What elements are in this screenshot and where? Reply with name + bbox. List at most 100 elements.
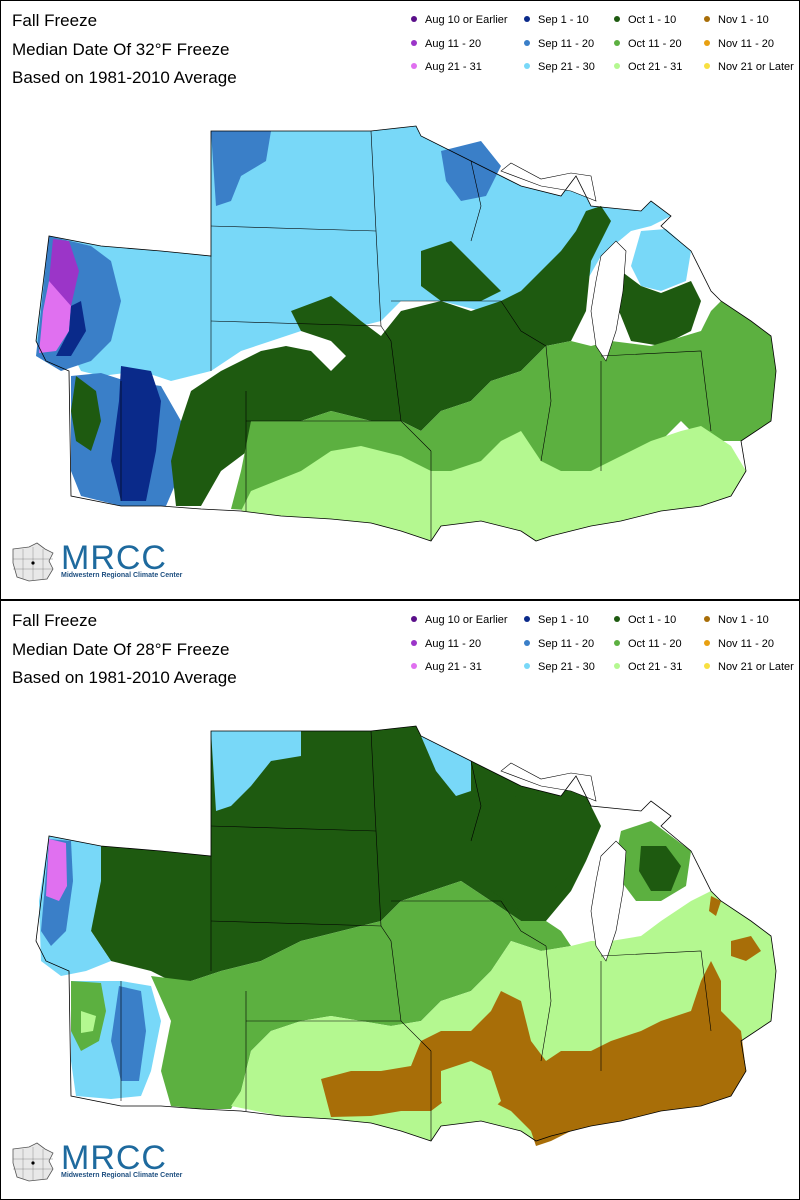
legend-item: Sep 21 - 30 (524, 660, 595, 674)
region-nov1-10-mi (709, 896, 721, 916)
legend-swatch (614, 63, 620, 70)
map-panel-28f: Fall Freeze Median Date Of 28°F Freeze B… (0, 600, 800, 1200)
legend-swatch (704, 616, 710, 623)
legend-label: Nov 21 or Later (718, 61, 794, 73)
legend-label: Nov 21 or Later (718, 661, 794, 673)
legend: Aug 10 or Earlier Aug 11 - 20 Aug 21 - 3… (411, 613, 799, 675)
panel-subtitle: Median Date Of 28°F Freeze (12, 640, 230, 659)
legend-label: Oct 1 - 10 (628, 14, 677, 26)
legend-item: Oct 11 - 20 (614, 637, 682, 651)
legend-item: Oct 11 - 20 (614, 37, 682, 51)
panel-title: Fall Freeze (12, 11, 98, 30)
map-panel-32f: Fall Freeze Median Date Of 32°F Freeze B… (0, 0, 800, 600)
freeze-map-28f (35, 725, 777, 1146)
legend-swatch (524, 663, 530, 670)
legend-label: Aug 10 or Earlier (425, 14, 508, 26)
legend-label: Nov 11 - 20 (718, 38, 775, 50)
legend-swatch (411, 640, 417, 647)
legend-item: Oct 21 - 31 (614, 60, 682, 74)
legend-swatch (411, 616, 417, 623)
legend-swatch (614, 663, 620, 670)
legend-item: Sep 11 - 20 (524, 37, 594, 51)
legend-label: Nov 1 - 10 (718, 14, 769, 26)
region-sep1-10-id (56, 301, 86, 356)
region-oct1-10-mi (619, 271, 701, 346)
panel-basis: Based on 1981-2010 Average (12, 68, 237, 87)
region-oct1-10-wi (421, 241, 501, 301)
panel-title: Fall Freeze (12, 611, 98, 630)
freeze-map-32f (35, 125, 777, 542)
legend-swatch (614, 40, 620, 47)
lake-superior (500, 162, 597, 202)
legend-item: Sep 1 - 10 (524, 13, 589, 27)
legend: Aug 10 or Earlier Aug 11 - 20 Aug 21 - 3… (411, 13, 799, 75)
legend-item: Sep 11 - 20 (524, 637, 594, 651)
legend-swatch (704, 640, 710, 647)
legend-item: Nov 1 - 10 (704, 613, 769, 627)
legend-swatch (704, 663, 710, 670)
legend-swatch (524, 40, 530, 47)
legend-item: Aug 11 - 20 (411, 637, 481, 651)
legend-label: Oct 21 - 31 (628, 61, 683, 73)
region-sep21-30-mn (421, 736, 471, 796)
legend-label: Nov 1 - 10 (718, 614, 769, 626)
region-aug11-20 (49, 239, 79, 306)
state-boundaries (120, 130, 712, 541)
legend-swatch (411, 63, 417, 70)
legend-item: Aug 21 - 31 (411, 660, 482, 674)
legend-swatch (614, 640, 620, 647)
legend-swatch (524, 640, 530, 647)
lake-michigan (590, 840, 627, 962)
region-oct21-31-south (241, 426, 746, 541)
legend-item: Aug 10 or Earlier (411, 13, 508, 27)
region-oct21-31-mo (441, 1061, 501, 1121)
legend-label: Aug 11 - 20 (425, 38, 482, 50)
region-sep11-20-mt (211, 131, 271, 206)
legend-label: Sep 1 - 10 (538, 14, 589, 26)
region-aug21-31 (39, 281, 71, 353)
legend-swatch (524, 616, 530, 623)
legend-label: Aug 11 - 20 (425, 638, 482, 650)
region-sep21-30-mt (211, 731, 301, 811)
region-oct1-10-mi (639, 846, 681, 891)
region-oct1-10-wi (471, 796, 586, 921)
legend-swatch (411, 16, 417, 23)
legend-item: Oct 1 - 10 (614, 613, 676, 627)
region-oct21-31-nv (81, 1011, 96, 1033)
legend-label: Oct 21 - 31 (628, 661, 683, 673)
legend-item: Nov 21 or Later (704, 60, 794, 74)
legend-item: Nov 11 - 20 (704, 37, 774, 51)
legend-item: Nov 1 - 10 (704, 13, 769, 27)
logo-name: MRCC (61, 539, 167, 577)
legend-label: Sep 11 - 20 (538, 638, 595, 650)
region-nov1-10-south (321, 961, 746, 1146)
logo-full-name: Midwestern Regional Climate Center (61, 572, 183, 579)
region-outline (35, 125, 777, 542)
legend-label: Sep 11 - 20 (538, 38, 595, 50)
legend-item: Sep 1 - 10 (524, 613, 589, 627)
region-oct1-10-nv (71, 376, 101, 451)
legend-item: Aug 21 - 31 (411, 60, 482, 74)
legend-swatch (614, 616, 620, 623)
legend-swatch (704, 63, 710, 70)
legend-swatch (524, 16, 530, 23)
legend-item: Oct 21 - 31 (614, 660, 682, 674)
legend-item: Nov 11 - 20 (704, 637, 774, 651)
midwest-map-icon (12, 1142, 54, 1182)
legend-label: Aug 21 - 31 (425, 61, 482, 73)
legend-swatch (524, 63, 530, 70)
logo-name: MRCC (61, 1139, 167, 1177)
legend-item: Sep 21 - 30 (524, 60, 595, 74)
state-boundaries (120, 730, 712, 1141)
midwest-map-icon (12, 542, 54, 582)
legend-item: Oct 1 - 10 (614, 13, 676, 27)
mrcc-logo: MRCC Midwestern Regional Climate Center (9, 1139, 209, 1189)
logo-full-name: Midwestern Regional Climate Center (61, 1172, 183, 1179)
legend-label: Sep 21 - 30 (538, 61, 595, 73)
region-outline (35, 725, 777, 1142)
region-sep1-10-ut (111, 366, 161, 501)
legend-label: Aug 10 or Earlier (425, 614, 508, 626)
legend-label: Nov 11 - 20 (718, 638, 775, 650)
legend-label: Aug 21 - 31 (425, 661, 482, 673)
legend-label: Sep 21 - 30 (538, 661, 595, 673)
